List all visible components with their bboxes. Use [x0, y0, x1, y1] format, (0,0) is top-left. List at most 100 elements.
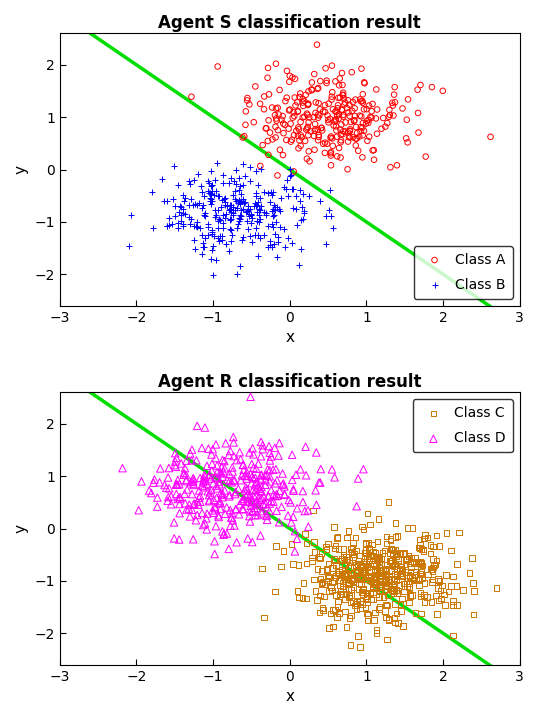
Class D	[213, 466, 222, 477]
Class B	[266, 196, 274, 208]
Class B	[292, 204, 300, 215]
Class D	[273, 490, 282, 502]
Class C	[397, 570, 405, 582]
Class D	[200, 469, 209, 480]
Class B	[215, 235, 224, 246]
Class A	[364, 117, 373, 129]
Class D	[312, 485, 320, 496]
Class C	[279, 546, 288, 557]
Class A	[316, 103, 324, 115]
Class C	[390, 573, 398, 584]
Class D	[164, 495, 172, 507]
Class D	[267, 484, 275, 495]
Class D	[256, 483, 264, 495]
Class B	[196, 223, 204, 234]
Class D	[153, 501, 161, 513]
Class B	[299, 213, 307, 225]
Class C	[380, 584, 388, 596]
Class D	[266, 475, 274, 487]
Class B	[246, 161, 254, 172]
Class B	[282, 184, 291, 195]
Class C	[343, 532, 351, 544]
Class D	[196, 472, 204, 484]
Class C	[356, 564, 365, 576]
Class A	[314, 134, 322, 146]
Class A	[304, 98, 313, 109]
Class A	[357, 63, 366, 75]
Class B	[218, 218, 227, 229]
Class C	[359, 565, 368, 577]
Class C	[363, 552, 371, 564]
Class D	[216, 498, 225, 509]
Class C	[420, 589, 428, 600]
Class C	[387, 564, 396, 576]
Class C	[416, 587, 425, 599]
Class D	[201, 518, 209, 529]
Class C	[416, 556, 424, 567]
Class B	[197, 202, 206, 214]
Class A	[345, 99, 353, 111]
Class D	[232, 454, 241, 466]
Class A	[303, 123, 312, 134]
Class C	[392, 551, 401, 562]
Class C	[386, 555, 395, 567]
Class B	[271, 201, 280, 213]
Class D	[206, 469, 214, 480]
Class A	[295, 135, 304, 146]
Class A	[331, 106, 339, 117]
Class A	[369, 144, 377, 156]
Class D	[153, 492, 162, 503]
Class B	[226, 236, 235, 247]
Class C	[328, 577, 336, 588]
Class D	[145, 485, 153, 496]
Class B	[226, 213, 235, 225]
Class B	[238, 234, 246, 246]
Class C	[372, 566, 381, 577]
Class C	[428, 574, 437, 585]
Class C	[344, 562, 352, 574]
Class A	[346, 116, 355, 128]
Class C	[375, 603, 384, 615]
Class D	[252, 463, 260, 475]
Class B	[190, 234, 199, 246]
Class D	[210, 536, 219, 547]
Class C	[468, 552, 477, 564]
Class C	[376, 576, 385, 587]
Class A	[324, 114, 332, 126]
Class B	[207, 188, 215, 200]
Class C	[322, 541, 330, 552]
Class D	[242, 473, 251, 485]
Class A	[272, 115, 281, 126]
Class B	[190, 198, 199, 210]
Class D	[258, 444, 267, 455]
Class C	[417, 544, 426, 555]
Class D	[289, 511, 298, 523]
Class C	[366, 551, 375, 562]
Class B	[160, 195, 168, 206]
Class B	[185, 200, 193, 211]
Class C	[380, 605, 389, 617]
Class C	[470, 585, 478, 597]
Class B	[207, 180, 216, 192]
Class C	[402, 575, 410, 587]
Class D	[162, 482, 171, 494]
Class D	[249, 462, 258, 473]
Class C	[453, 558, 462, 569]
Class C	[357, 598, 366, 610]
Class B	[259, 230, 268, 241]
Class B	[266, 239, 274, 251]
Class C	[315, 551, 323, 563]
Class C	[331, 560, 340, 572]
Class A	[310, 130, 318, 141]
Class B	[181, 208, 190, 220]
Class C	[365, 554, 373, 566]
Class B	[235, 172, 243, 184]
Class C	[345, 579, 353, 590]
Class C	[371, 581, 380, 592]
Class C	[405, 581, 413, 592]
Class D	[211, 521, 220, 532]
Class D	[201, 470, 209, 482]
Class B	[256, 192, 264, 203]
Class D	[193, 509, 202, 521]
Class A	[281, 119, 289, 131]
